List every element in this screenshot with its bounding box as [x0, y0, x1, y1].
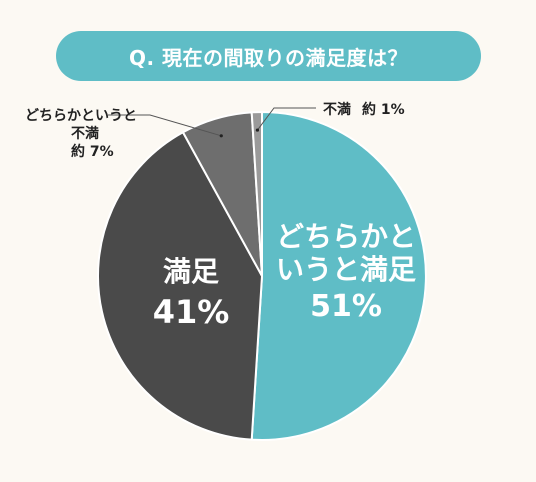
leader-somewhat-dissatisfied-dot [219, 134, 223, 138]
question-title-banner: Q. 現在の間取りの満足度は？ [56, 31, 481, 81]
label-satisfied-somewhat-line2: いうと満足 [276, 253, 416, 286]
leader-somewhat-dissatisfied [108, 114, 222, 137]
label-somewhat-dissatisfied-line1: どちらかというと [25, 108, 137, 124]
label-somewhat-dissatisfied-line2: 不満 [71, 125, 99, 142]
label-satisfied-somewhat-value: 51% [310, 289, 382, 324]
question-title: Q. 現在の間取りの満足度は？ [128, 45, 409, 70]
pie-slice-satisfied [97, 131, 263, 441]
label-dissatisfied-line1: 不満 [323, 101, 351, 118]
leader-dissatisfied [257, 107, 316, 131]
leader-dissatisfied-dot [255, 128, 260, 132]
label-dissatisfied-value: 約 1% [362, 101, 405, 118]
pie-slice-satisfied-somewhat [250, 111, 427, 441]
pie-slice-dissatisfied [250, 110, 263, 277]
label-satisfied-somewhat-line1: どちらかと [276, 220, 416, 253]
label-satisfied-line1: 満足 [163, 255, 219, 288]
label-satisfied-value: 41% [153, 293, 230, 331]
label-somewhat-dissatisfied-value: 約 7% [71, 143, 114, 160]
